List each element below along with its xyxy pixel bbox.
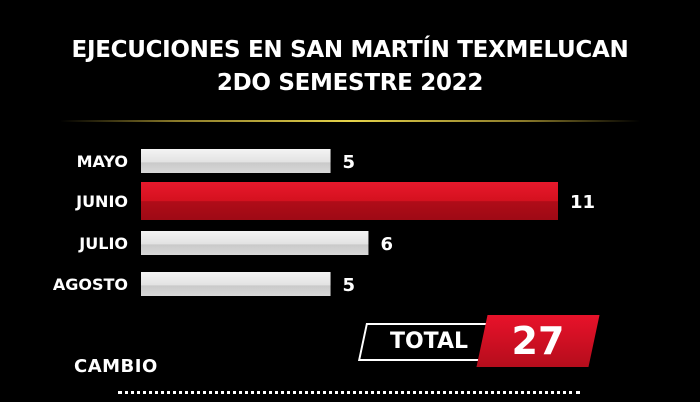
- chart-title: EJECUCIONES EN SAN MARTÍN TEXMELUCAN 2DO…: [0, 34, 700, 100]
- category-label-mayo: MAYO: [77, 152, 128, 171]
- bar-agosto: [141, 272, 331, 296]
- brand-logo: CAMBIO: [74, 356, 158, 377]
- category-label-junio: JUNIO: [75, 192, 128, 211]
- value-label-agosto: 5: [343, 275, 356, 296]
- bar-junio: [141, 182, 558, 220]
- bar-chart: MAYO 5 JUNIO 11 JULIO 6 AGOSTO 5: [53, 149, 595, 296]
- chart-title-line-2: 2DO SEMESTRE 2022: [216, 70, 484, 96]
- total-value: 27: [511, 319, 565, 363]
- value-label-mayo: 5: [343, 152, 356, 173]
- title-divider: [60, 120, 640, 122]
- category-label-julio: JULIO: [78, 234, 128, 253]
- bar-julio: [141, 231, 369, 255]
- category-label-agosto: AGOSTO: [53, 275, 128, 294]
- total-label: TOTAL: [389, 329, 469, 354]
- dotted-divider: [118, 391, 580, 394]
- value-label-julio: 6: [380, 234, 393, 255]
- value-label-junio: 11: [570, 192, 595, 213]
- chart-title-line-1: EJECUCIONES EN SAN MARTÍN TEXMELUCAN: [71, 37, 629, 63]
- bar-mayo: [141, 149, 331, 173]
